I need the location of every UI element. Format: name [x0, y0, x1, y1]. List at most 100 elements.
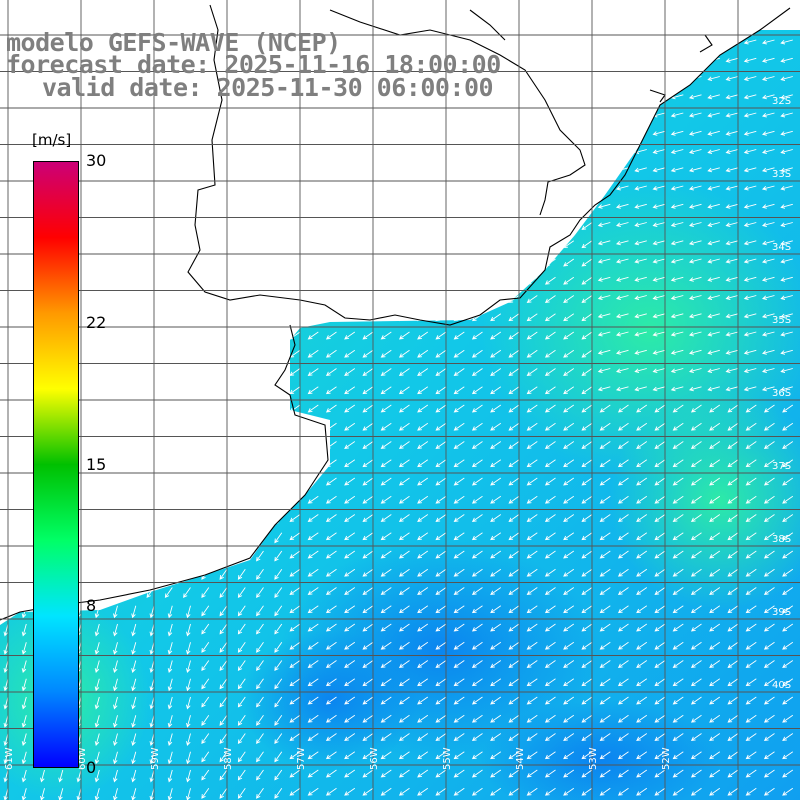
wind-arrow	[743, 222, 757, 227]
wind-arrow	[106, 203, 118, 212]
wind-arrow	[289, 751, 301, 760]
wind-arrow	[763, 495, 775, 504]
wind-arrow	[417, 404, 429, 413]
wind-arrow	[725, 167, 739, 173]
wind-arrow	[110, 532, 118, 544]
wind-arrow	[688, 130, 702, 136]
wind-arrow	[581, 57, 593, 66]
wind-arrow	[237, 623, 246, 635]
wind-arrow	[707, 222, 720, 227]
wind-arrow	[15, 368, 27, 376]
wind-arrow	[672, 459, 684, 468]
wind-arrow	[544, 477, 556, 486]
wind-arrow	[490, 112, 502, 121]
wind-arrow	[544, 94, 556, 103]
wind-arrow	[125, 258, 137, 267]
wind-arrow	[435, 386, 447, 395]
wind-arrow	[763, 714, 775, 723]
wind-arrow	[179, 276, 191, 285]
wind-arrow	[634, 76, 647, 81]
wind-arrow	[763, 678, 775, 687]
wind-arrow	[161, 495, 173, 504]
wind-arrow	[252, 240, 264, 249]
wind-arrow	[3, 642, 9, 655]
wind-arrow	[362, 386, 374, 395]
wind-arrow	[307, 295, 319, 303]
wind-arrow	[453, 313, 465, 322]
coastline	[0, 4, 791, 621]
wind-arrow	[471, 550, 483, 559]
wind-arrow	[654, 404, 666, 413]
wind-arrow	[344, 751, 356, 760]
wind-arrow	[380, 769, 392, 778]
wind-arrow	[508, 532, 520, 541]
wind-arrow	[563, 605, 575, 614]
wind-arrow	[544, 167, 556, 176]
wind-arrow	[670, 185, 684, 191]
wind-arrow	[526, 441, 538, 449]
wind-arrow	[256, 660, 264, 672]
wind-arrow	[237, 788, 246, 799]
wind-arrow	[252, 112, 264, 121]
wind-arrow	[237, 569, 246, 580]
wind-arrow	[15, 276, 27, 285]
wind-arrow	[362, 349, 374, 358]
wind-arrow	[544, 751, 556, 760]
wind-arrow	[453, 441, 465, 449]
wind-arrow	[490, 130, 502, 139]
wind-arrow	[508, 787, 520, 796]
wind-arrow	[453, 568, 465, 577]
wind-arrow	[471, 605, 483, 614]
wind-arrow	[3, 751, 9, 765]
wind-arrow	[563, 587, 575, 595]
wind-arrow	[690, 751, 702, 760]
wind-arrow	[544, 386, 556, 395]
wind-arrow	[782, 568, 794, 577]
wind-arrow	[471, 112, 483, 121]
wind-arrow	[526, 185, 538, 194]
wind-arrow	[201, 788, 210, 799]
wind-arrow	[307, 550, 319, 559]
wind-arrow	[471, 240, 483, 249]
wind-arrow	[471, 769, 483, 778]
wind-arrow	[161, 130, 173, 139]
wind-arrow	[782, 605, 794, 614]
wind-arrow	[362, 714, 374, 723]
wind-arrow	[237, 514, 246, 526]
colorbar-tick-15: 15	[86, 454, 107, 474]
wind-arrow	[707, 94, 720, 100]
wind-arrow	[325, 532, 337, 541]
wind-arrow	[670, 258, 684, 264]
wind-arrow	[709, 422, 721, 431]
wind-arrow	[563, 660, 575, 668]
wind-arrow	[526, 605, 538, 614]
wind-arrow	[289, 587, 301, 595]
wind-arrow	[490, 313, 502, 322]
wind-arrow	[307, 568, 319, 577]
wind-arrow	[271, 368, 283, 376]
wind-arrow	[707, 368, 720, 373]
wind-arrow	[634, 39, 647, 45]
wind-arrow	[526, 76, 538, 84]
wind-arrow	[417, 112, 429, 121]
wind-arrow	[471, 623, 483, 632]
wind-arrow	[344, 130, 356, 139]
wind-arrow	[581, 623, 593, 632]
wind-arrow	[780, 203, 793, 209]
wind-arrow	[88, 404, 100, 413]
wind-arrow	[563, 696, 575, 705]
wind-arrow	[398, 623, 410, 632]
wind-arrow	[271, 495, 283, 504]
wind-arrow	[435, 587, 447, 595]
wind-arrow	[216, 149, 228, 157]
wind-arrow	[599, 769, 611, 778]
wind-arrow	[131, 642, 137, 655]
wind-arrow	[652, 258, 666, 264]
wind-arrow	[727, 568, 739, 577]
wind-arrow	[615, 57, 629, 63]
wind-arrow	[219, 642, 228, 653]
wind-arrow	[490, 623, 502, 632]
wind-arrow	[380, 349, 392, 358]
wind-arrow	[161, 167, 173, 176]
wind-arrow	[307, 386, 319, 395]
